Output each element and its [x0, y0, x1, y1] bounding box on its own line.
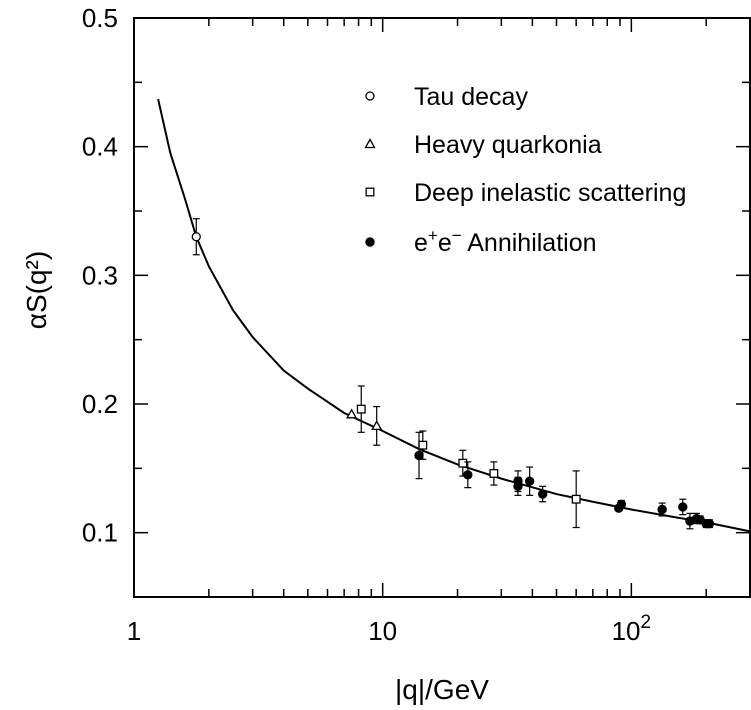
- plot-frame: [133, 17, 751, 598]
- legend-label: Deep inelastic scattering: [414, 179, 686, 207]
- data-point: [463, 470, 473, 480]
- data-point: [678, 502, 688, 512]
- legend-marker: [365, 237, 375, 247]
- fit-curve: [157, 98, 751, 533]
- data-point: [191, 232, 201, 242]
- legend-label: Tau decay: [414, 83, 528, 111]
- x-tick-label: 1: [127, 616, 141, 646]
- data-point: [513, 481, 523, 492]
- y-tick-label: 0.3: [82, 260, 118, 290]
- data-point: [524, 476, 535, 486]
- legend-marker: [364, 138, 376, 149]
- y-axis-label: αS(q²): [21, 251, 52, 329]
- data-point: [371, 420, 383, 431]
- y-tick-label: 0.4: [82, 132, 118, 162]
- legend-marker: [365, 187, 375, 197]
- data-point: [418, 440, 428, 450]
- data-point: [489, 469, 499, 478]
- legend-marker: [365, 91, 375, 101]
- fit-curve-layer: [157, 98, 751, 533]
- axis-tick-labels: 1 10 102 0.1 0.2 0.3 0.4 0.5: [82, 3, 651, 646]
- legend: Tau decay Heavy quarkonia Deep inelastic s…: [364, 83, 686, 257]
- axis-ticks: [133, 17, 751, 598]
- y-tick-label: 0.2: [82, 389, 118, 419]
- legend-label: Heavy quarkonia: [414, 131, 602, 159]
- data-point: [537, 489, 548, 499]
- y-tick-label: 0.5: [82, 3, 118, 33]
- data-point: [458, 458, 468, 468]
- data-points-layer: [191, 218, 715, 530]
- series-open-triangle: [345, 405, 383, 446]
- series-filled-circle: [414, 431, 715, 530]
- series-open-circle: [191, 218, 201, 256]
- data-point: [704, 518, 715, 529]
- legend-label: e+e− Annihilation: [414, 226, 597, 257]
- data-point: [616, 499, 627, 510]
- series-open-square: [356, 385, 581, 529]
- data-point: [345, 408, 358, 419]
- y-tick-label: 0.1: [82, 518, 118, 548]
- data-point: [356, 404, 366, 414]
- x-tick-label: 102: [612, 612, 652, 646]
- plot-area: [133, 17, 751, 598]
- data-point: [571, 494, 581, 504]
- data-point: [414, 450, 424, 461]
- x-tick-label: 10: [368, 616, 397, 646]
- data-point: [657, 504, 667, 515]
- x-axis-label: |q|/GeV: [395, 674, 489, 705]
